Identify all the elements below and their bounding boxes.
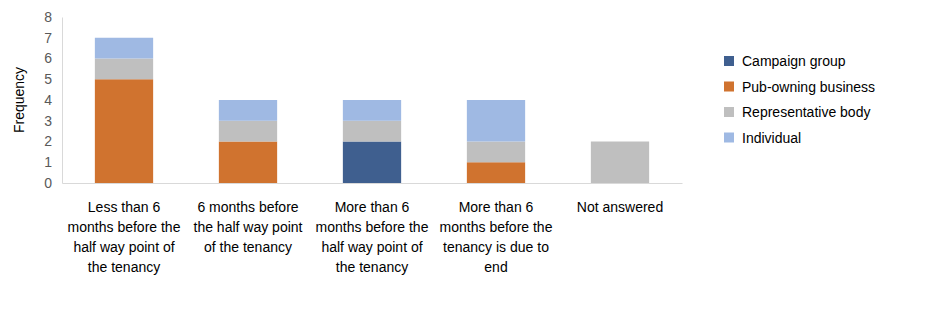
x-tick: 6 months beforethe half way pointof the … — [194, 183, 303, 255]
bar-segment — [95, 79, 153, 183]
y-tick: 0 — [44, 175, 62, 191]
y-tick: 3 — [44, 113, 62, 129]
x-tick: Less than 6months before thehalf way poi… — [68, 183, 181, 275]
bar-segment — [343, 100, 401, 121]
x-tick-label: More than 6months before thehalf way poi… — [316, 199, 429, 275]
legend-item: Individual — [724, 130, 801, 146]
legend: Campaign group Pub-owning business Represe… — [724, 53, 875, 146]
y-tick: 5 — [44, 71, 62, 87]
y-tick: 1 — [44, 154, 62, 170]
bar-segment — [219, 142, 277, 184]
y-tick: 7 — [44, 30, 62, 46]
y-tick-label: 3 — [44, 113, 52, 129]
legend-label: Pub-owning business — [742, 79, 875, 95]
series — [95, 79, 525, 183]
bar-segment — [343, 121, 401, 142]
bars — [95, 38, 649, 183]
series — [95, 38, 525, 142]
legend-swatch — [724, 82, 734, 92]
y-axis: 0 1 2 3 4 5 6 7 8 — [44, 9, 62, 191]
x-tick: Not answered — [577, 183, 663, 215]
y-tick-label: 8 — [44, 9, 52, 25]
x-axis: Less than 6months before thehalf way poi… — [63, 183, 683, 275]
y-tick: 2 — [44, 133, 62, 149]
y-tick: 6 — [44, 50, 62, 66]
x-tick-label: Not answered — [577, 199, 663, 215]
y-tick-label: 1 — [44, 154, 52, 170]
series — [343, 142, 401, 184]
x-tick-label: Less than 6months before thehalf way poi… — [68, 199, 181, 275]
legend-label: Individual — [742, 130, 801, 146]
y-tick-label: 0 — [44, 175, 52, 191]
bar-segment — [467, 100, 525, 142]
bar-segment — [95, 59, 153, 80]
bar-segment — [467, 142, 525, 163]
legend-item: Representative body — [724, 104, 870, 120]
bar-segment — [467, 162, 525, 183]
y-axis-line — [62, 18, 63, 184]
x-tick-label: 6 months beforethe half way pointof the … — [194, 199, 303, 255]
x-tick: More than 6months before thehalf way poi… — [316, 183, 429, 275]
y-tick-label: 7 — [44, 30, 52, 46]
bar-segment — [219, 100, 277, 121]
legend-label: Representative body — [742, 104, 870, 120]
x-axis-line — [63, 183, 683, 184]
series — [95, 59, 649, 184]
x-tick-label: More than 6months before thetenancy is d… — [440, 199, 553, 275]
y-tick-label: 5 — [44, 71, 52, 87]
y-tick: 8 — [44, 9, 62, 25]
legend-item: Pub-owning business — [724, 79, 875, 95]
legend-swatch — [724, 107, 734, 117]
legend-item: Campaign group — [724, 53, 846, 69]
legend-swatch — [724, 56, 734, 66]
y-tick-label: 6 — [44, 50, 52, 66]
bar-segment — [219, 121, 277, 142]
y-tick: 4 — [44, 92, 62, 108]
plot: 0 1 2 3 4 5 6 7 8 Less than 6months before thehal… — [44, 9, 682, 275]
legend-label: Campaign group — [742, 53, 846, 69]
bar-segment — [343, 142, 401, 184]
y-tick-label: 2 — [44, 133, 52, 149]
y-tick-label: 4 — [44, 92, 52, 108]
y-axis-title: Frequency — [11, 67, 27, 133]
bar-segment — [591, 141, 649, 142]
x-tick: More than 6months before thetenancy is d… — [440, 183, 553, 275]
bar-segment — [95, 38, 153, 59]
legend-swatch — [724, 133, 734, 143]
bar-segment — [591, 142, 649, 184]
